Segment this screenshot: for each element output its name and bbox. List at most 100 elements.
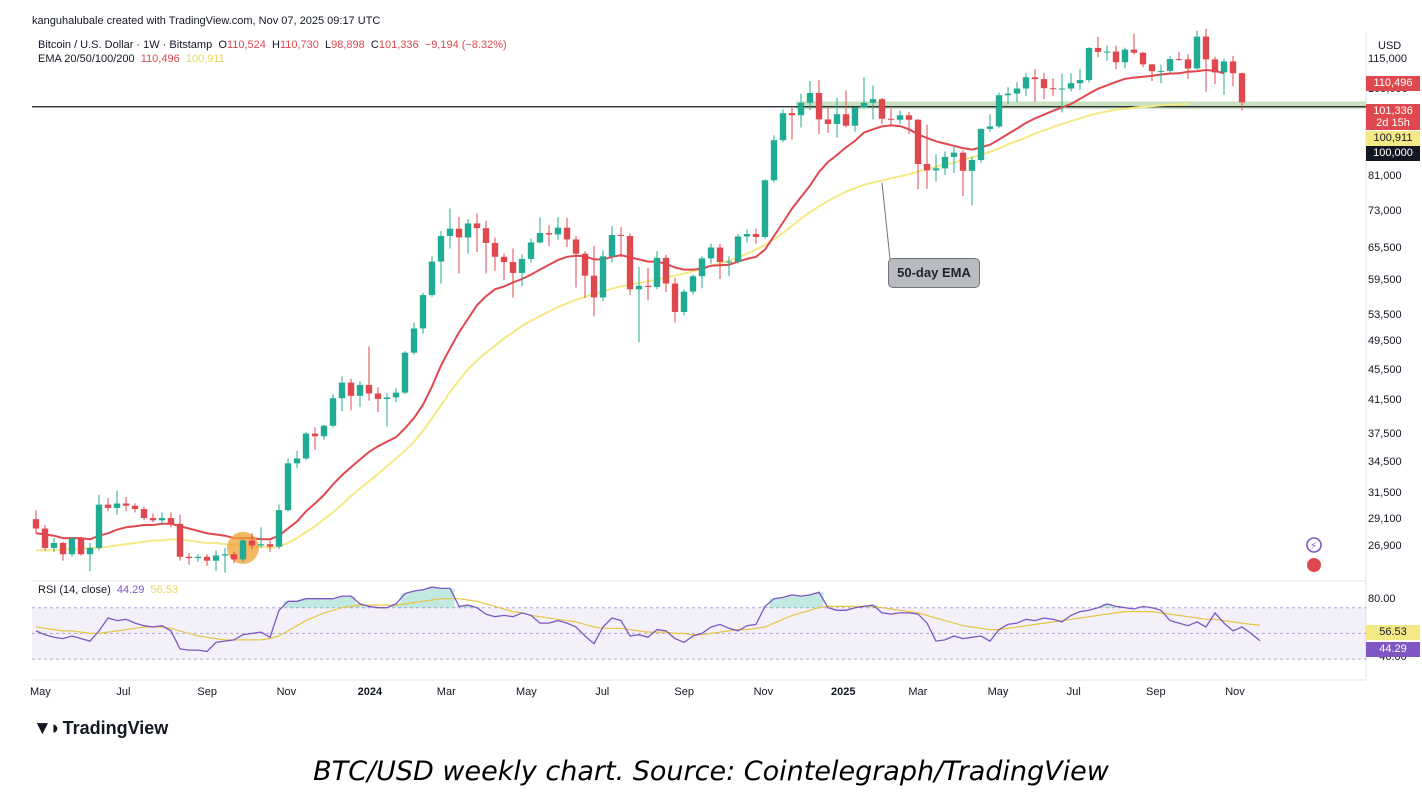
candle-body (1085, 47, 1093, 81)
rsi-overbought-fill (400, 593, 410, 608)
candle-body (887, 118, 895, 120)
price-tick-label: 49,500 (1368, 335, 1402, 348)
price-tick-label: 34,500 (1368, 456, 1402, 469)
candle-body (626, 235, 634, 290)
ema20-value: 110,496 (140, 53, 180, 65)
price-tick-label: 115,000 (1368, 52, 1407, 65)
candle-body (968, 160, 976, 171)
rsi-legend[interactable]: RSI (14, close) 44.29 56.53 (38, 584, 178, 596)
candle-body (1022, 77, 1030, 89)
lightning-glyph: ⚡ (1310, 541, 1317, 552)
candle-body (842, 114, 850, 126)
candle-body (329, 398, 337, 426)
candle-body (779, 113, 787, 141)
time-tick-label: 2025 (831, 686, 856, 698)
time-tick-label: Mar (908, 686, 928, 698)
candle-body (1076, 80, 1084, 84)
candle-body (410, 328, 418, 353)
candle-body (437, 235, 445, 262)
price-tick-label: 65,500 (1368, 241, 1402, 254)
candle-body (1184, 59, 1192, 69)
candle-body (545, 233, 553, 235)
time-tick-label: Sep (197, 686, 217, 698)
candle-body (824, 119, 832, 124)
close-price-tag: 101,336 (1366, 104, 1420, 119)
candle-body (617, 234, 625, 236)
candle-body (608, 234, 616, 257)
candle-body (1112, 51, 1120, 63)
candle-body (1175, 59, 1183, 61)
time-tick-label: May (987, 686, 1009, 698)
candle-body (257, 544, 265, 546)
rsi-overbought-fill (319, 598, 329, 608)
rsi-overbought-fill (463, 605, 473, 608)
candle-body (761, 180, 769, 237)
candle-body (122, 503, 130, 506)
candle-body (167, 518, 175, 524)
candle-body (815, 92, 823, 120)
rsi-line (35, 586, 1261, 653)
candle-body (1058, 88, 1066, 90)
candle-body (941, 156, 949, 169)
candle-body (356, 384, 364, 396)
candle-body (248, 540, 256, 546)
candle-body (995, 95, 1003, 127)
price-tick-label: 29,100 (1368, 513, 1402, 526)
rsi-overbought-fill (418, 589, 428, 608)
ema20-price-tag: 110,496 (1366, 76, 1420, 91)
candle-body (536, 233, 544, 243)
ema20-line (35, 68, 1225, 541)
candle-body (338, 382, 346, 399)
ema50-line (36, 102, 1189, 552)
candle-body (131, 505, 139, 510)
rsi-overbought-fill (805, 594, 815, 608)
candle-body (1139, 52, 1147, 65)
rsi-overbought-fill (769, 598, 779, 608)
time-tick-label: Sep (674, 686, 694, 698)
candle-body (302, 433, 310, 459)
rsi-overbought-fill (454, 606, 464, 608)
candle-body (464, 223, 472, 238)
candle-body (743, 234, 751, 237)
rsi-overbought-fill (328, 598, 338, 608)
price-tick-label: 45,500 (1368, 363, 1402, 376)
candle-body (320, 425, 328, 437)
symbol-legend: Bitcoin / U.S. Dollar · 1W · Bitstamp O1… (38, 39, 507, 51)
price-tick-label: 73,000 (1368, 205, 1402, 218)
candle-body (716, 247, 724, 263)
candle-body (50, 542, 58, 548)
candle-body (1202, 36, 1210, 60)
candle-body (752, 234, 760, 237)
candle-body (104, 504, 112, 508)
candle-body (491, 242, 499, 257)
candle-body (41, 528, 49, 548)
candle-body (599, 256, 607, 298)
currency-label[interactable]: USD (1378, 40, 1402, 52)
candle-body (455, 228, 463, 238)
symbol-title[interactable]: Bitcoin / U.S. Dollar · 1W · Bitstamp (38, 39, 213, 51)
candle-body (59, 542, 67, 555)
tradingview-logo: ▼◗ TradingView (33, 718, 168, 740)
time-tick-label: May (30, 686, 51, 698)
candle-body (860, 102, 868, 108)
candle-body (383, 397, 391, 400)
candle-body (662, 257, 670, 284)
rsi-overbought-fill (427, 587, 437, 608)
candle-body (401, 352, 409, 393)
candle-body (680, 291, 688, 312)
candle-body (572, 239, 580, 254)
candle-body (707, 247, 715, 259)
candle-body (266, 544, 274, 547)
ema50-annotation[interactable]: 50-day EMA (888, 258, 980, 288)
candle-body (1103, 51, 1111, 53)
rsi-overbought-fill (445, 588, 455, 608)
candle-body (347, 382, 355, 396)
time-tick-label: Mar (436, 686, 456, 698)
ema-legend[interactable]: EMA 20/50/100/200 110,496 100,911 (38, 53, 225, 65)
candle-body (374, 393, 382, 400)
price-change: −9,194 (−8.32%) (424, 39, 507, 51)
candle-body (1229, 61, 1237, 74)
time-tick-label: Sep (1146, 686, 1166, 698)
